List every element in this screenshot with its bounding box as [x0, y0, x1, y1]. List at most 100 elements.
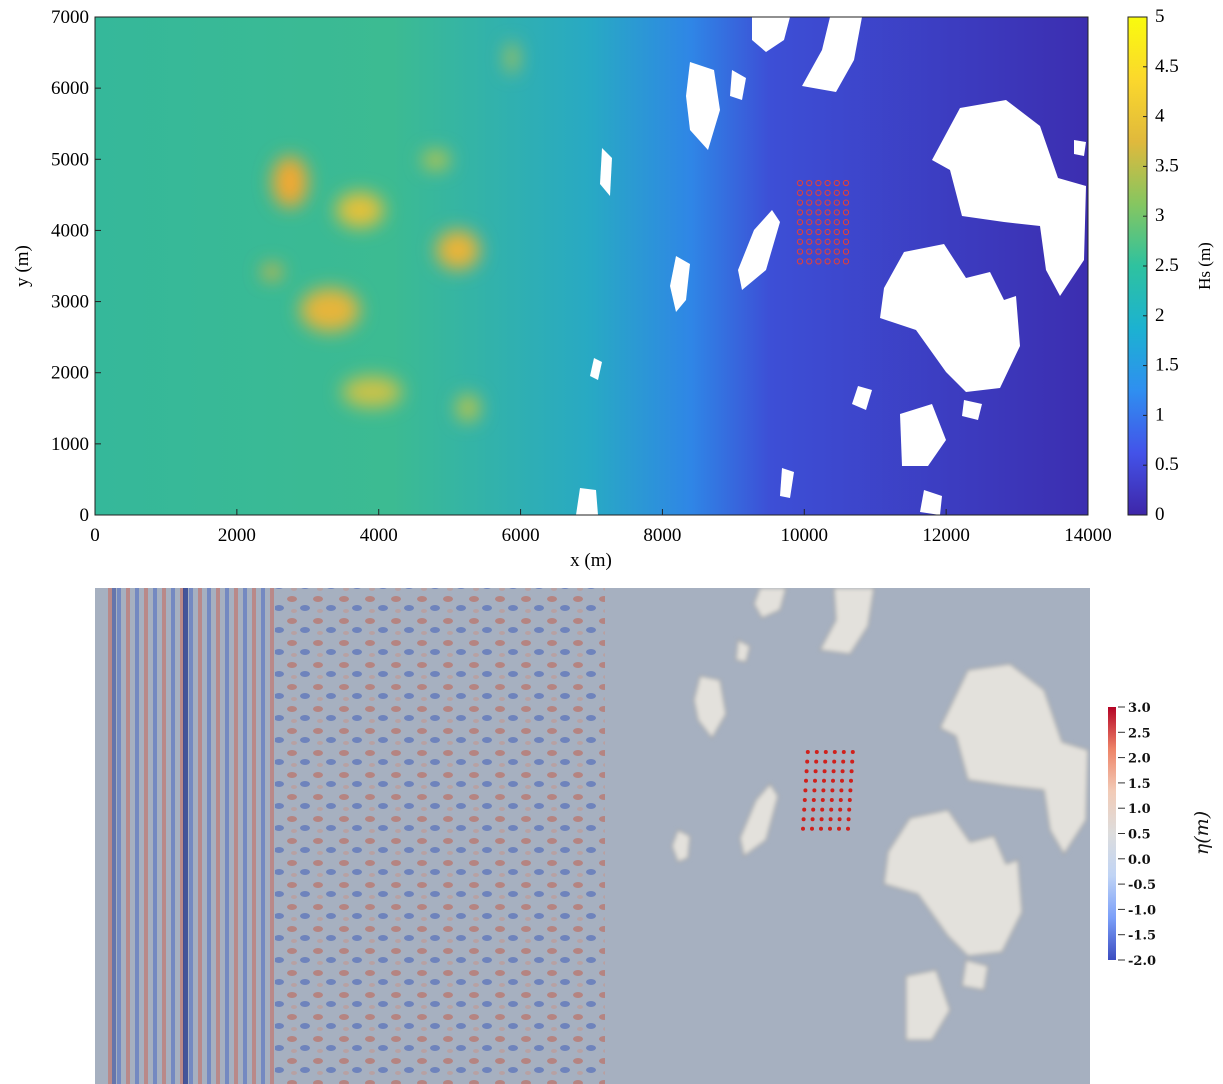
x-tick-label: 12000	[922, 525, 970, 546]
probe	[841, 769, 845, 773]
probe	[803, 798, 807, 802]
probe	[828, 827, 832, 831]
probe	[833, 750, 837, 754]
probe	[813, 779, 817, 783]
probe	[832, 769, 836, 773]
probe	[812, 798, 816, 802]
probe	[848, 798, 852, 802]
probe	[841, 760, 845, 764]
plot-bottom	[95, 588, 1090, 1084]
probe	[821, 788, 825, 792]
y-tick-label: 2000	[51, 363, 89, 384]
probe	[839, 798, 843, 802]
probe	[810, 827, 814, 831]
colorbar-tick-label: 0.0	[1128, 853, 1151, 868]
colorbar-tick-label: 0.5	[1155, 454, 1179, 475]
probe	[820, 808, 824, 812]
colorbar-tick-label: 5	[1155, 6, 1165, 27]
colorbar-tick-label: 2.5	[1155, 255, 1179, 276]
probe	[812, 788, 816, 792]
colorbar-tick-label: 3	[1155, 205, 1165, 226]
probe	[802, 817, 806, 821]
colorbar-tick-label: 1	[1155, 404, 1165, 425]
colorbar-tick-label: 2.5	[1128, 726, 1151, 741]
colorbar-tick-label: 1.5	[1128, 777, 1151, 792]
x-tick-label: 2000	[218, 525, 256, 546]
probe	[823, 769, 827, 773]
probe	[848, 788, 852, 792]
x-tick-label: 4000	[360, 525, 398, 546]
probe	[824, 750, 828, 754]
colorbar-label: η(m)	[1191, 811, 1213, 855]
probe	[820, 817, 824, 821]
plot-top	[95, 17, 1088, 515]
colorbar-label: Hs (m)	[1195, 242, 1214, 290]
colorbar-tick-label: 4	[1155, 106, 1165, 127]
probe	[804, 779, 808, 783]
probe	[815, 750, 819, 754]
y-tick-label: 3000	[51, 292, 89, 313]
x-tick-label: 0	[90, 525, 100, 546]
colorbar-tick-label: 3.0	[1128, 701, 1151, 716]
wave-front	[183, 588, 188, 1084]
x-tick-label: 10000	[781, 525, 829, 546]
y-tick-label: 0	[80, 505, 90, 526]
colorbar-tick-label: 0	[1155, 504, 1165, 525]
probe	[849, 779, 853, 783]
colorbar-tick-label: 3.5	[1155, 155, 1179, 176]
probe	[837, 827, 841, 831]
x-tick-label: 14000	[1064, 525, 1112, 546]
probe	[840, 779, 844, 783]
probe	[802, 808, 806, 812]
colorbar-tick-label: 4.5	[1155, 56, 1179, 77]
probe	[822, 779, 826, 783]
colorbar-tick-label: -2.0	[1128, 954, 1156, 969]
y-tick-label: 7000	[51, 7, 89, 28]
probe	[803, 788, 807, 792]
probe	[821, 798, 825, 802]
colorbar-tick-label: 0.5	[1128, 828, 1151, 843]
probe	[839, 788, 843, 792]
probe	[805, 760, 809, 764]
y-tick-label: 6000	[51, 78, 89, 99]
probe	[851, 750, 855, 754]
probe	[819, 827, 823, 831]
colorbar	[1108, 707, 1116, 960]
y-tick-label: 4000	[51, 220, 89, 241]
colorbar-tick-label: -0.5	[1128, 878, 1156, 893]
probe	[832, 760, 836, 764]
probe	[823, 760, 827, 764]
colorbar-tick-label: -1.5	[1128, 929, 1156, 944]
probe	[838, 808, 842, 812]
probe	[829, 817, 833, 821]
colorbar-tick-label: 2.0	[1128, 752, 1151, 767]
probe	[806, 750, 810, 754]
wave-speckle	[275, 588, 605, 1084]
x-tick-label: 8000	[643, 525, 681, 546]
probe	[838, 817, 842, 821]
probe	[831, 779, 835, 783]
probe	[801, 827, 805, 831]
y-tick-label: 5000	[51, 149, 89, 170]
y-axis-label: y (m)	[12, 245, 33, 287]
probe	[847, 808, 851, 812]
colorbar-tick-label: 1.0	[1128, 802, 1151, 817]
probe	[830, 788, 834, 792]
probe	[811, 808, 815, 812]
probe	[847, 817, 851, 821]
figure: x (m) y (m) Hs (m) η(m) 0200040006000800…	[0, 0, 1223, 1084]
colorbar-tick-label: -1.0	[1128, 903, 1156, 918]
probe	[814, 769, 818, 773]
probe	[846, 827, 850, 831]
colorbar-tick-label: 1.5	[1155, 355, 1179, 376]
colorbar-tick-label: 2	[1155, 305, 1165, 326]
y-tick-label: 1000	[51, 434, 89, 455]
probe	[850, 760, 854, 764]
wave-front	[112, 588, 116, 1084]
probe	[850, 769, 854, 773]
probe	[814, 760, 818, 764]
probe	[842, 750, 846, 754]
x-tick-label: 6000	[502, 525, 540, 546]
probe	[811, 817, 815, 821]
wave-stripes	[105, 588, 275, 1084]
